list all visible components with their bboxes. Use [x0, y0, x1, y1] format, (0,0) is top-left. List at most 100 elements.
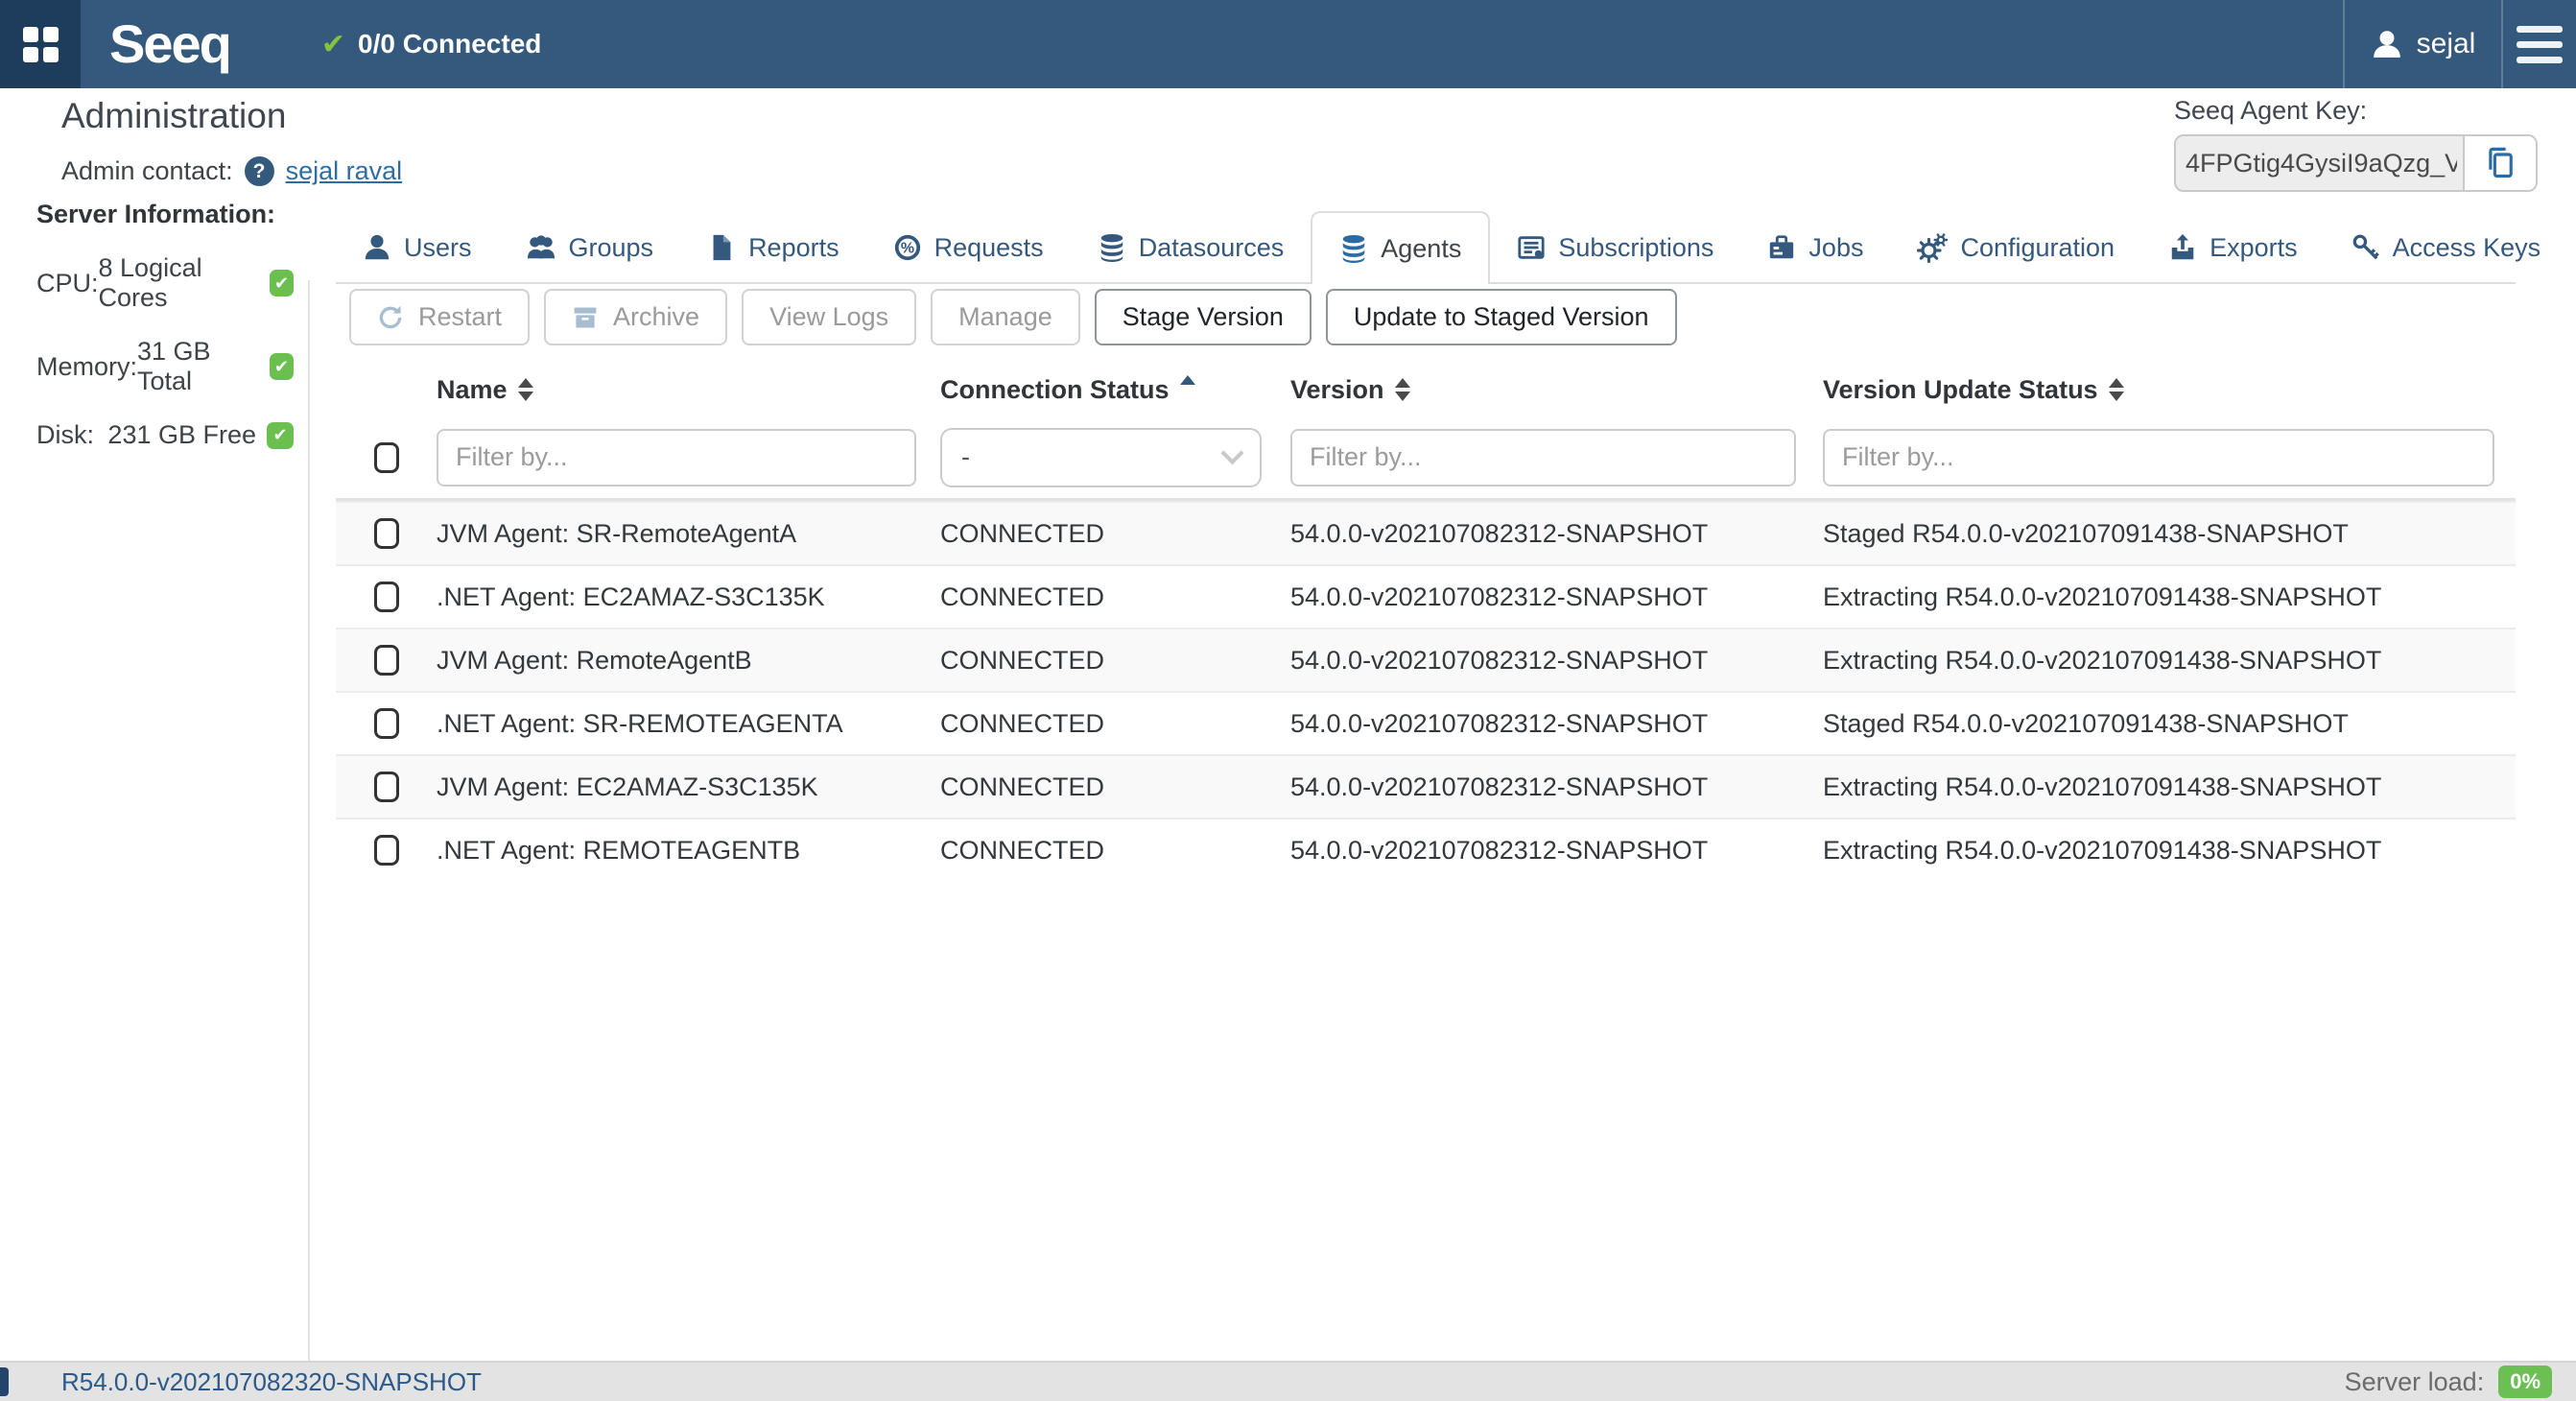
tab-users[interactable]: Users: [336, 211, 499, 284]
column-header-name[interactable]: Name: [437, 375, 940, 405]
agent-name: .NET Agent: EC2AMAZ-S3C135K: [437, 582, 825, 611]
sort-icon: [2108, 378, 2124, 401]
memory-value: 31 GB Total: [137, 337, 211, 395]
tab-label: Agents: [1381, 233, 1462, 263]
sort-icon: [517, 378, 533, 401]
tab-label: Groups: [568, 232, 654, 262]
server-info-row-disk: Disk: 231 GB Free ✔: [36, 420, 294, 450]
subscriptions-icon: [1518, 236, 1545, 259]
tab-jobs[interactable]: Jobs: [1740, 211, 1890, 284]
table-row[interactable]: .NET Agent: SR-REMOTEAGENTA CONNECTED 54…: [336, 691, 2516, 754]
server-load-badge: 0%: [2498, 1365, 2552, 1398]
grid-icon: [22, 26, 59, 62]
row-checkbox[interactable]: [373, 645, 399, 676]
table-row[interactable]: JVM Agent: RemoteAgentB CONNECTED 54.0.0…: [336, 628, 2516, 691]
disk-label: Disk:: [36, 420, 94, 449]
table-header-row: Name Connection Status Version Version U…: [336, 363, 2516, 416]
row-checkbox[interactable]: [373, 582, 399, 612]
update-staged-version-button[interactable]: Update to Staged Version: [1325, 289, 1677, 345]
restart-button[interactable]: Restart: [349, 289, 531, 345]
column-header-version-update-status[interactable]: Version Update Status: [1823, 375, 2516, 405]
status-bar: R54.0.0-v202107082320-SNAPSHOT Server lo…: [0, 1361, 2576, 1401]
row-checkbox[interactable]: [373, 708, 399, 739]
tab-agents[interactable]: Agents: [1311, 211, 1491, 284]
archive-button[interactable]: Archive: [544, 289, 728, 345]
column-header-connection-status[interactable]: Connection Status: [940, 375, 1290, 405]
select-all-checkbox[interactable]: [373, 441, 399, 473]
server-version-label: R54.0.0-v202107082320-SNAPSHOT: [61, 1366, 482, 1396]
archive-icon: [574, 307, 597, 327]
agent-version: 54.0.0-v202107082312-SNAPSHOT: [1290, 582, 1709, 611]
button-label: Update to Staged Version: [1353, 302, 1649, 331]
version-filter-input[interactable]: [1290, 428, 1796, 487]
agent-version: 54.0.0-v202107082312-SNAPSHOT: [1290, 835, 1709, 865]
connected-label: 0/0 Connected: [358, 29, 542, 59]
button-label: Stage Version: [1122, 302, 1284, 331]
tab-configuration[interactable]: Configuration: [1890, 211, 2141, 284]
copy-icon: [2489, 147, 2513, 178]
tab-exports[interactable]: Exports: [2141, 211, 2325, 284]
briefcase-icon: [1770, 235, 1794, 259]
tab-label: Subscriptions: [1558, 232, 1714, 262]
table-row[interactable]: .NET Agent: REMOTEAGENTB CONNECTED 54.0.…: [336, 818, 2516, 881]
tab-subscriptions[interactable]: Subscriptions: [1490, 211, 1740, 284]
agents-toolbar: Restart Archive View Logs Manage Stage V…: [349, 289, 1677, 345]
manage-button[interactable]: Manage: [931, 289, 1080, 345]
row-checkbox[interactable]: [373, 518, 399, 549]
tab-label: Datasources: [1138, 232, 1285, 262]
agent-name: .NET Agent: REMOTEAGENTB: [437, 835, 801, 865]
tab-access-keys[interactable]: Access Keys: [2325, 211, 2568, 284]
database-icon: [1100, 233, 1123, 262]
selected-value: -: [961, 442, 970, 471]
server-info-title: Server Information:: [36, 200, 276, 228]
admin-contact: Admin contact: ? sejal raval: [61, 156, 402, 186]
chevron-down-icon: [1220, 441, 1244, 465]
connection-status: CONNECTED: [940, 772, 1105, 801]
agent-key-section: Seeq Agent Key:: [2174, 96, 2538, 192]
table-row[interactable]: JVM Agent: SR-RemoteAgentA CONNECTED 54.…: [336, 501, 2516, 564]
agent-name: JVM Agent: RemoteAgentB: [437, 645, 752, 675]
row-checkbox[interactable]: [373, 835, 399, 866]
hamburger-menu-button[interactable]: [2501, 0, 2576, 88]
tab-requests[interactable]: % Requests: [866, 211, 1071, 284]
column-header-version[interactable]: Version: [1290, 375, 1823, 405]
admin-contact-link[interactable]: sejal raval: [285, 156, 403, 185]
export-icon: [2171, 233, 2194, 260]
footer-logo-sliver: [0, 1367, 9, 1396]
copy-agent-key-button[interactable]: [2463, 136, 2536, 190]
tab-label: Configuration: [1960, 232, 2115, 262]
row-checkbox[interactable]: [373, 772, 399, 802]
connection-status-select[interactable]: -: [940, 427, 1262, 487]
disk-value: 231 GB Free: [107, 420, 256, 449]
top-navbar: Seeq ✔ 0/0 Connected sejal: [0, 0, 2576, 88]
button-label: Archive: [613, 302, 700, 331]
gears-icon: [1917, 233, 1949, 263]
tab-reports[interactable]: Reports: [680, 211, 866, 284]
sidebar-divider: [308, 280, 310, 1361]
name-filter-input[interactable]: [437, 428, 916, 487]
agent-key-input[interactable]: [2176, 136, 2463, 190]
tab-label: Users: [404, 232, 472, 262]
tab-datasources[interactable]: Datasources: [1071, 211, 1312, 284]
version-update-status: Extracting R54.0.0-v202107091438-SNAPSHO…: [1823, 772, 2382, 801]
connection-status: CONNECTED: [940, 518, 1105, 548]
agent-name: JVM Agent: EC2AMAZ-S3C135K: [437, 772, 818, 801]
stage-version-button[interactable]: Stage Version: [1094, 289, 1312, 345]
cpu-value: 8 Logical Cores: [98, 253, 202, 312]
help-icon[interactable]: ?: [244, 156, 274, 186]
tab-groups[interactable]: Groups: [499, 211, 681, 284]
user-menu[interactable]: sejal: [2343, 0, 2501, 88]
table-row[interactable]: JVM Agent: EC2AMAZ-S3C135K CONNECTED 54.…: [336, 754, 2516, 818]
memory-label: Memory:: [36, 351, 138, 381]
server-information: Server Information: CPU: 8 Logical Cores…: [36, 200, 294, 450]
agent-version: 54.0.0-v202107082312-SNAPSHOT: [1290, 772, 1709, 801]
table-row[interactable]: .NET Agent: EC2AMAZ-S3C135K CONNECTED 54…: [336, 564, 2516, 628]
update-status-filter-input[interactable]: [1823, 428, 2494, 487]
home-grid-button[interactable]: [0, 0, 81, 88]
view-logs-button[interactable]: View Logs: [742, 289, 917, 345]
server-info-row-memory: Memory: 31 GB Total ✔: [36, 337, 294, 396]
agent-name: JVM Agent: SR-RemoteAgentA: [437, 518, 797, 548]
connection-status: CONNECTED: [940, 582, 1105, 611]
page-title: Administration: [61, 96, 287, 135]
agents-table: Name Connection Status Version Version U…: [336, 363, 2516, 881]
